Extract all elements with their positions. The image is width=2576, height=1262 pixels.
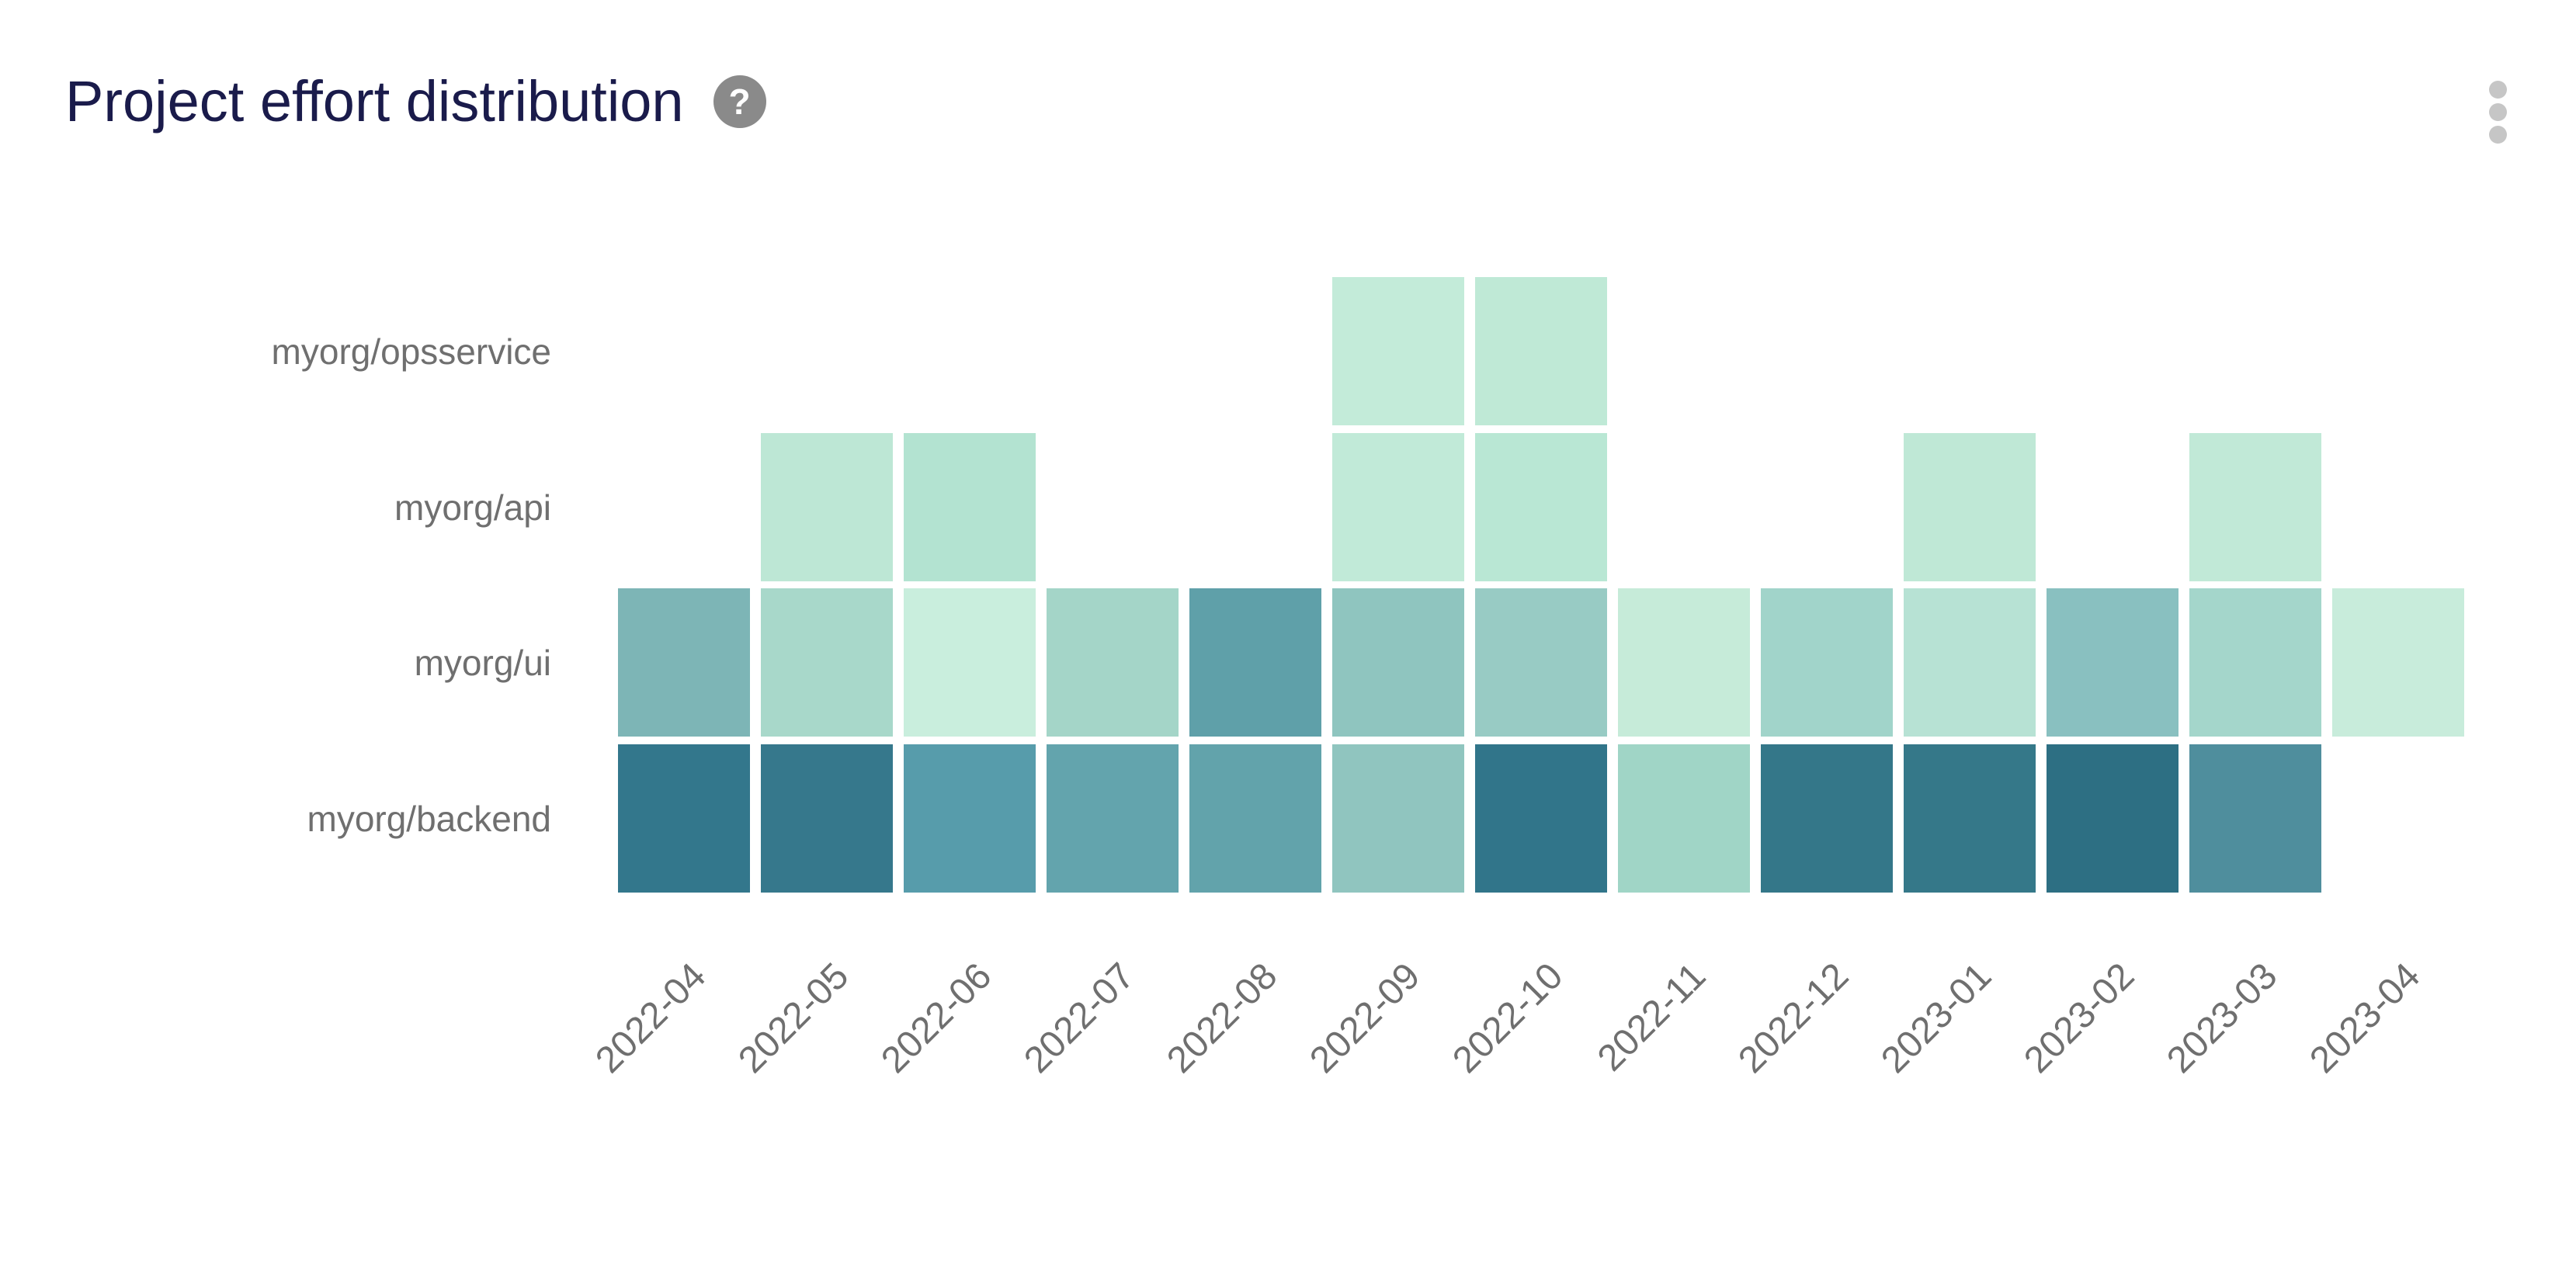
heatmap-cell[interactable] xyxy=(904,744,1036,893)
kebab-dot-icon xyxy=(2488,126,2507,144)
y-axis-label: myorg/ui xyxy=(414,642,551,683)
x-axis-label: 2023-03 xyxy=(2159,955,2286,1081)
question-mark-icon[interactable]: ? xyxy=(713,75,766,128)
y-axis-label: myorg/opsservice xyxy=(271,331,551,372)
x-axis-label: 2022-10 xyxy=(1445,955,1571,1081)
x-axis-label: 2023-01 xyxy=(1873,955,2000,1081)
x-axis-label: 2022-04 xyxy=(588,955,714,1081)
heatmap-cell[interactable] xyxy=(1618,744,1750,893)
kebab-dot-icon xyxy=(2488,81,2507,99)
heatmap-cell[interactable] xyxy=(1475,277,1607,425)
x-axis-label: 2022-08 xyxy=(1159,955,1286,1081)
heatmap-cell[interactable] xyxy=(618,744,750,893)
heatmap-cell[interactable] xyxy=(2047,744,2178,893)
heatmap-cell[interactable] xyxy=(2189,588,2321,737)
more-options-button[interactable] xyxy=(2480,76,2515,148)
heatmap-cell[interactable] xyxy=(761,588,893,737)
card-header: Project effort distribution ? xyxy=(65,68,766,134)
heatmap-cell[interactable] xyxy=(1904,433,2036,581)
heatmap-cell[interactable] xyxy=(761,433,893,581)
chart-title: Project effort distribution xyxy=(65,69,684,133)
heatmap-cell[interactable] xyxy=(1475,433,1607,581)
heatmap-cell[interactable] xyxy=(904,433,1036,581)
heatmap-cell[interactable] xyxy=(2189,744,2321,893)
heatmap-cell[interactable] xyxy=(1904,588,2036,737)
heatmap-cell[interactable] xyxy=(1618,588,1750,737)
x-axis-label: 2022-11 xyxy=(1589,955,1714,1080)
heatmap-cell[interactable] xyxy=(1332,433,1464,581)
heatmap-cell[interactable] xyxy=(1475,588,1607,737)
heatmap-cell[interactable] xyxy=(618,588,750,737)
heatmap-cell[interactable] xyxy=(1761,744,1893,893)
x-axis-label: 2022-06 xyxy=(873,955,1000,1081)
heatmap-cell[interactable] xyxy=(2332,588,2464,737)
heatmap-cell[interactable] xyxy=(1332,588,1464,737)
heatmap-cell[interactable] xyxy=(1904,744,2036,893)
heatmap-cell[interactable] xyxy=(1761,588,1893,737)
heatmap-cell[interactable] xyxy=(1189,744,1321,893)
x-axis-label: 2022-09 xyxy=(1302,955,1429,1081)
heatmap-cell[interactable] xyxy=(2047,588,2178,737)
y-axis-label: myorg/backend xyxy=(307,798,552,839)
heatmap-cell[interactable] xyxy=(1332,744,1464,893)
x-axis-label: 2023-02 xyxy=(2016,955,2143,1081)
x-axis-label: 2023-04 xyxy=(2302,955,2428,1081)
heatmap-cell[interactable] xyxy=(2189,433,2321,581)
heatmap-cell[interactable] xyxy=(1475,744,1607,893)
heatmap-cell[interactable] xyxy=(904,588,1036,737)
heatmap-cell[interactable] xyxy=(761,744,893,893)
heatmap-cell[interactable] xyxy=(1047,744,1179,893)
heatmap-cell[interactable] xyxy=(1332,277,1464,425)
y-axis-label: myorg/api xyxy=(394,487,551,528)
heatmap-cell[interactable] xyxy=(1189,588,1321,737)
x-axis-label: 2022-07 xyxy=(1016,955,1143,1081)
kebab-dot-icon xyxy=(2488,103,2507,121)
x-axis-label: 2022-12 xyxy=(1731,955,1857,1081)
x-axis-label: 2022-05 xyxy=(731,955,857,1081)
heatmap-cell[interactable] xyxy=(1047,588,1179,737)
